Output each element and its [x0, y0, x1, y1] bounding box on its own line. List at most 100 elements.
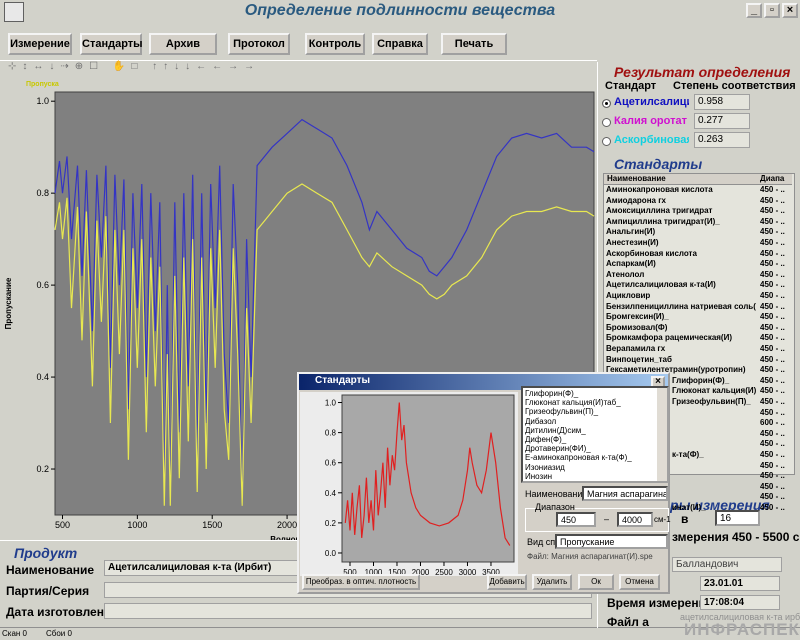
standard-row-range: 450 - .. [760, 471, 785, 481]
dialog-list-item[interactable]: Дифен(Ф)_ [525, 435, 567, 444]
x-tick-label: 1500 [202, 520, 222, 530]
standard-row-name: Бромгексин(И)_ [606, 312, 669, 322]
spectrum-line [54, 118, 595, 506]
standard-row-name: Винпоцетин_таб [606, 354, 672, 364]
dialog-list-item[interactable]: Глюконат кальция(И)таб_ [525, 398, 621, 408]
spectrum-line [344, 402, 511, 546]
standard-row-range: 450 - .. [760, 269, 785, 279]
file-name: ацетилсалициловая к-та ирбит [680, 612, 800, 622]
standard-row-name: Ампициллина тригидрат(И)_ [606, 216, 720, 226]
dialog-close[interactable]: × [651, 376, 665, 388]
standard-row-name: Бромизовал(Ф) [606, 322, 668, 332]
y-tick-label: 0.4 [325, 489, 337, 498]
app-icon [4, 2, 24, 22]
result-title: Результат определения [614, 64, 791, 80]
dialog-list-item[interactable]: Гризеофульвин(П)_ [525, 407, 599, 417]
dialog-button[interactable]: Удалить [532, 574, 572, 590]
standard-row-name: Амоксициллина тригидрат [606, 206, 713, 216]
dialog-list-item[interactable]: Изониазид [525, 462, 565, 472]
dialog-button[interactable]: Отмена [619, 574, 660, 590]
maximize-button[interactable]: ▫ [764, 3, 780, 18]
y-tick-label: 0.8 [325, 429, 337, 438]
standard-row-range: 450 - .. [760, 291, 785, 300]
standard-row-name: Бромкамфора рацемическая(И) [606, 333, 733, 343]
date-label: Дата изготовления [6, 605, 119, 619]
range-value: 450 - 5500 см-1 [732, 530, 800, 544]
file-label: Файл а [607, 615, 649, 629]
x-tick-label: 3500 [482, 568, 500, 576]
spectrum-type-label: Вид спектра [527, 537, 579, 547]
range-unit: см-1 [654, 515, 671, 524]
dialog-list-item[interactable]: Дитилин(Д)сим_ [525, 425, 586, 435]
standard-row-range: 450 - .. [760, 460, 785, 470]
manufacture-date-field[interactable] [104, 603, 592, 619]
standard-row-range: 450 - .. [760, 216, 785, 226]
product-name-label: Наименование [6, 563, 95, 577]
range-label: змерения [672, 530, 729, 544]
dialog-list-item[interactable]: Глифорин(Ф)_ [525, 389, 579, 398]
dialog-list-item[interactable]: Дибазол [525, 416, 557, 426]
toolbar-button[interactable]: Контроль [305, 33, 365, 55]
spectrum-type-select[interactable]: Пропускание [555, 534, 668, 549]
range-to-field[interactable]: 4000 [617, 512, 653, 527]
toolbar-button[interactable]: Протокол [228, 33, 290, 55]
standard-row-range: 450 - .. [760, 503, 785, 512]
range-from-field[interactable]: 450 [556, 512, 596, 527]
range-group [525, 508, 669, 532]
dialog-standards-list[interactable]: Глифорин(Ф)_ Глюконат кальция(И)таб_ Гризе… [521, 386, 669, 483]
dialog-name-field[interactable]: Магния аспарагинат(И) [582, 486, 668, 501]
standard-row-range: 450 - .. [760, 280, 785, 290]
standard-row-range: 450 - .. [760, 481, 785, 491]
y-tick-label: 0.2 [36, 464, 49, 474]
standards-dialog: Стандарты × 1.0 0.8 0.6 0.4 0.2 0.0 500 1000 150… [297, 372, 671, 594]
dialog-button[interactable]: Добавить [487, 574, 527, 590]
minimize-button[interactable]: _ [746, 3, 762, 18]
standards-column-header: Наименование [607, 174, 666, 183]
standard-row-range: 450 - .. [760, 375, 785, 385]
radio-button[interactable] [602, 118, 611, 127]
toolbar-button[interactable]: Архив [149, 33, 217, 55]
x-tick-label: 3000 [459, 568, 477, 576]
standard-row-name: к-та(Ф)_ [672, 450, 704, 459]
plot-area [341, 394, 515, 563]
match-value: 0.277 [694, 113, 750, 129]
y-tick-label: 1.0 [36, 96, 49, 106]
radio-button[interactable] [602, 99, 611, 108]
toolbar-button[interactable]: Справка [372, 33, 428, 55]
x-tick-label: 500 [55, 520, 70, 530]
x-tick-label: 1500 [388, 568, 406, 576]
standard-row-range: 450 - .. [760, 492, 785, 502]
dialog-button[interactable]: Преобраз. в оптич. плотность [302, 574, 420, 590]
toolbar-button[interactable]: Измерение [8, 33, 72, 55]
dialog-list-item[interactable]: Инозин [525, 471, 553, 481]
scrollbar[interactable] [657, 388, 667, 481]
standard-row-name: Гризеофульвин(П)_ [672, 397, 751, 406]
standard-row-range: 450 - .. [760, 259, 785, 269]
scans-field[interactable]: 16 [715, 510, 760, 526]
spectrum-line [54, 183, 595, 506]
standard-name: Ацетилсалициловая [614, 96, 689, 108]
operator-select[interactable]: Балландович [672, 557, 782, 572]
standard-row-range: 600 - .. [760, 418, 785, 428]
dialog-button[interactable]: Ок [578, 574, 614, 590]
y-tick-label: 0.6 [36, 280, 49, 290]
right-panel [597, 62, 800, 628]
standard-row-name: Аспаркам(И) [606, 259, 656, 269]
close-button[interactable]: × [782, 3, 798, 18]
dialog-list-item[interactable]: Дротаверин(ФИ)_ [525, 444, 591, 454]
dialog-title: Стандарты [315, 375, 371, 386]
standard-row-name: Ацетилсалициловая к-та(И) [606, 280, 716, 290]
dialog-list-item[interactable]: Е-аминокапроновая к-та(Ф)_ [525, 453, 632, 463]
standard-row-name: Глифорин(Ф)_ [672, 375, 730, 385]
time-label: Время измерения [607, 596, 713, 610]
standard-row-range: 450 - .. [760, 238, 785, 247]
x-tick-label: 2000 [412, 568, 430, 576]
toolbar-button[interactable]: Стандарты [80, 33, 143, 55]
radio-button[interactable] [602, 137, 611, 146]
toolbar-button[interactable]: Печать [441, 33, 507, 55]
standard-row-range: 450 - .. [760, 407, 785, 417]
match-value: 0.263 [694, 132, 750, 148]
x-tick-label: 2000 [277, 520, 297, 530]
standard-row-name: Аскорбиновая кислота [606, 248, 697, 258]
standard-row-range: 450 - .. [760, 322, 785, 332]
